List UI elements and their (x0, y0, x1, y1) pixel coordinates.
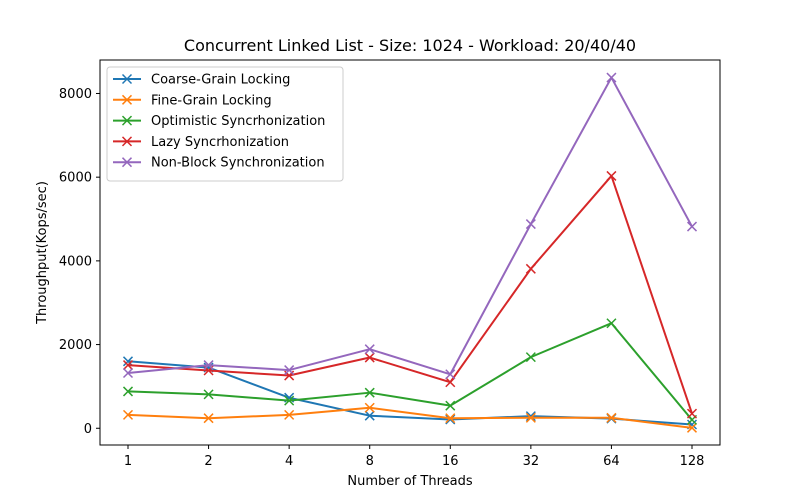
legend-item: Fine-Grain Locking (113, 93, 272, 108)
legend-marker (121, 94, 133, 105)
series-3 (122, 170, 698, 419)
data-point (525, 219, 536, 230)
data-point (686, 422, 698, 433)
legend-item: Non-Block Synchronization (113, 156, 325, 171)
y-axis: 0 2000 4000 6000 8000 (59, 87, 100, 437)
y-tick-label: 8000 (59, 87, 92, 102)
data-point (606, 72, 617, 83)
legend-marker (121, 115, 133, 126)
y-tick-label: 6000 (59, 171, 92, 186)
data-point (525, 352, 536, 363)
series-layer (122, 72, 698, 433)
series-line (127, 322, 693, 421)
x-tick-label: 2 (204, 454, 212, 469)
data-point (203, 413, 214, 424)
data-point (525, 411, 536, 422)
legend-item: Lazy Syncrhonization (113, 135, 289, 150)
data-point (364, 387, 375, 398)
legend-label: Lazy Syncrhonization (151, 135, 289, 150)
data-point (525, 263, 536, 274)
legend-item: Optimistic Syncrhonization (113, 114, 325, 129)
data-point (284, 395, 295, 406)
legend-marker (121, 136, 133, 147)
legend-label: Optimistic Syncrhonization (151, 114, 325, 129)
series-4 (122, 72, 698, 380)
data-point (445, 413, 456, 424)
series-1 (122, 402, 698, 433)
data-point (122, 386, 134, 397)
data-point (364, 352, 375, 363)
legend-label: Fine-Grain Locking (151, 93, 272, 108)
legend-box (106, 66, 344, 182)
data-point (445, 369, 456, 380)
legend-marker (121, 73, 133, 85)
x-tick-label: 64 (603, 454, 620, 469)
data-point (122, 367, 134, 379)
y-tick-label: 2000 (59, 338, 92, 353)
x-tick-label: 4 (285, 454, 293, 469)
legend-item: Coarse-Grain Locking (113, 73, 290, 88)
data-point (364, 344, 375, 355)
legend-label: Non-Block Synchronization (151, 156, 325, 171)
data-point (203, 360, 214, 371)
data-point (445, 377, 456, 388)
data-point (525, 412, 536, 423)
chart-title: Concurrent Linked List - Size: 1024 - Wo… (184, 36, 636, 55)
y-tick-label: 4000 (59, 254, 92, 269)
series-2 (122, 318, 698, 425)
x-tick-label: 16 (442, 454, 459, 469)
data-point (364, 402, 375, 413)
data-point (284, 409, 295, 420)
legend-marker (121, 157, 133, 168)
x-axis: 1 2 4 8 16 32 64 128 (124, 445, 705, 469)
data-point (364, 410, 375, 421)
x-tick-label: 1 (124, 454, 132, 469)
data-point (445, 400, 456, 411)
legend-label: Coarse-Grain Locking (151, 73, 290, 88)
data-point (284, 365, 295, 376)
x-tick-label: 128 (680, 454, 705, 469)
data-point (445, 414, 456, 425)
plot-area (99, 59, 721, 446)
x-tick-label: 8 (366, 454, 374, 469)
x-tick-label: 32 (523, 454, 540, 469)
x-axis-label: Number of Threads (347, 474, 472, 489)
data-point (122, 360, 134, 371)
legend: Coarse-Grain Locking Fine-Grain Locking Op… (106, 66, 344, 182)
y-axis-label: Throughput(Kops/sec) (35, 181, 50, 325)
data-point (686, 408, 698, 419)
series-line (127, 406, 693, 429)
data-point (606, 412, 617, 423)
data-point (606, 318, 617, 329)
series-line (127, 174, 693, 414)
data-point (686, 221, 698, 232)
y-tick-label: 0 (84, 422, 92, 437)
series-line (127, 76, 693, 376)
data-point (122, 409, 134, 420)
data-point (203, 389, 214, 400)
data-point (606, 170, 617, 181)
